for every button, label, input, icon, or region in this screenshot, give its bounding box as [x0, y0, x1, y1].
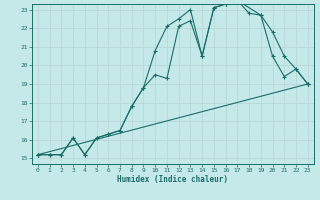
- X-axis label: Humidex (Indice chaleur): Humidex (Indice chaleur): [117, 175, 228, 184]
